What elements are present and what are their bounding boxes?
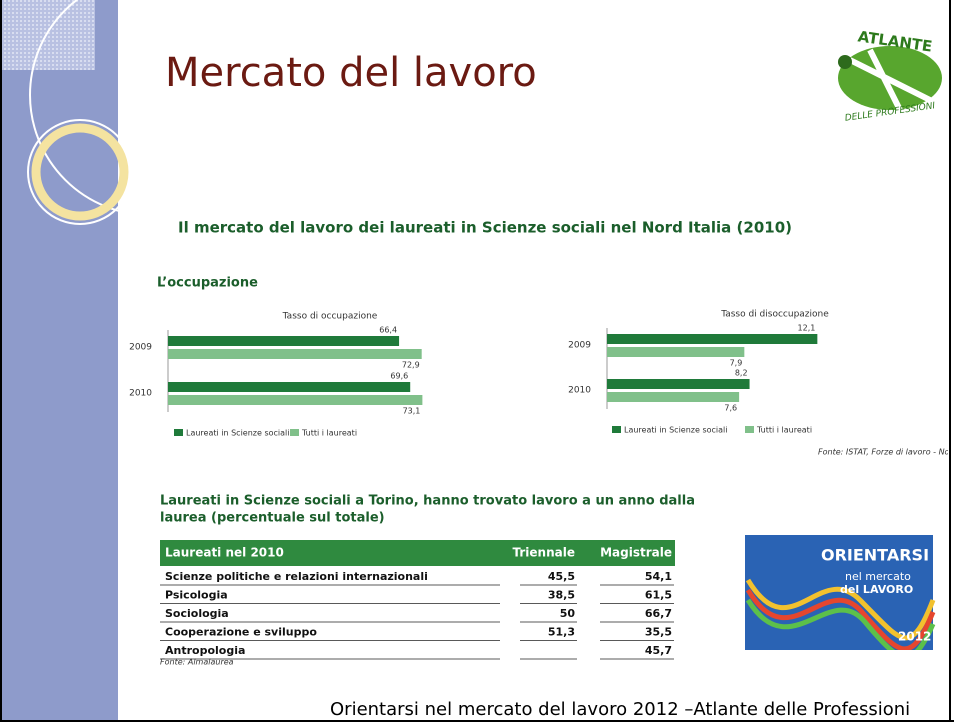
legend-label: Laureati in Scienze sociali [624,426,728,435]
cover-subtitle: del LAVORO [840,583,913,596]
table-title: laurea (percentuale sul totale) [160,511,385,526]
table-cell: 45,5 [548,570,575,583]
cover-year: 2012 [898,630,931,644]
chart-title: Tasso di occupazione [282,312,378,322]
bar [607,334,817,344]
value-label: 66,4 [379,326,397,335]
value-label: 73,1 [403,407,421,416]
table-cell: 45,7 [645,644,672,657]
bar [607,392,739,402]
slide-title: Mercato del lavoro [165,50,537,96]
value-label: 69,6 [390,372,408,381]
book-cover: ORIENTARSI nel mercato del LAVORO 2012 [745,535,933,668]
bar [168,395,422,405]
bar [607,347,744,357]
value-label: 12,1 [798,324,816,333]
table-cell: 51,3 [548,626,575,639]
bar [168,382,410,392]
footer: Orientarsi nel mercato del lavoro 2012 –… [330,699,910,720]
legend-swatch [612,426,621,433]
sidebar [0,0,118,722]
table-cell: Sociologia [165,607,229,620]
cover-subtitle: nel mercato [845,570,911,583]
legend-label: Tutti i laureati [301,429,357,438]
chart-title: Tasso di disoccupazione [720,310,829,320]
table-cell: 54,1 [645,570,672,583]
heading: Il mercato del lavoro dei laureati in Sc… [178,219,792,237]
section: L’occupazione [157,276,258,291]
table-cell: 61,5 [645,589,672,602]
legend-swatch [290,429,299,436]
legend-label: Laureati in Scienze sociali [186,429,290,438]
value-label: 7,9 [730,359,743,368]
table-cell: 66,7 [645,607,672,620]
category-label: 2010 [568,386,591,396]
cover-strip [745,650,933,668]
value-label: 72,9 [402,361,420,370]
value-label: 7,6 [724,404,737,413]
legend-label: Tutti i laureati [756,426,812,435]
value-label: 8,2 [735,369,748,378]
logo: ATLANTE DELLE PROFESSIONI [838,27,942,123]
slide: Mercato del lavoro ATLANTE DELLE PROFESS… [0,0,954,722]
column-header: Magistrale [600,546,672,560]
column-header: Laureati nel 2010 [165,546,284,560]
bar [607,379,750,389]
table-title: Laureati in Scienze sociali a Torino, ha… [160,494,695,509]
table-cell: 50 [560,607,576,620]
bar [168,349,422,359]
cover-title: ORIENTARSI [821,546,929,565]
sidebar-texture [0,0,95,70]
table-cell: Psicologia [165,589,228,602]
category-label: 2010 [129,389,152,399]
table-cell: 38,5 [548,589,575,602]
category-label: 2009 [129,343,152,353]
table-cell: Antropologia [165,644,245,657]
table-cell: Scienze politiche e relazioni internazio… [165,570,428,583]
page: { "slide": { "title": "Mercato del lavor… [0,0,954,722]
table-cell: Cooperazione e sviluppo [165,626,317,639]
category-label: 2009 [568,341,591,351]
column-header: Triennale [513,546,575,560]
chart-source: Fonte: ISTAT, Forze di lavoro - Nord Ita… [818,448,954,457]
legend-swatch [745,426,754,433]
bar [168,336,399,346]
table-cell: 35,5 [645,626,672,639]
logo-figure [838,55,852,69]
legend-swatch [174,429,183,436]
